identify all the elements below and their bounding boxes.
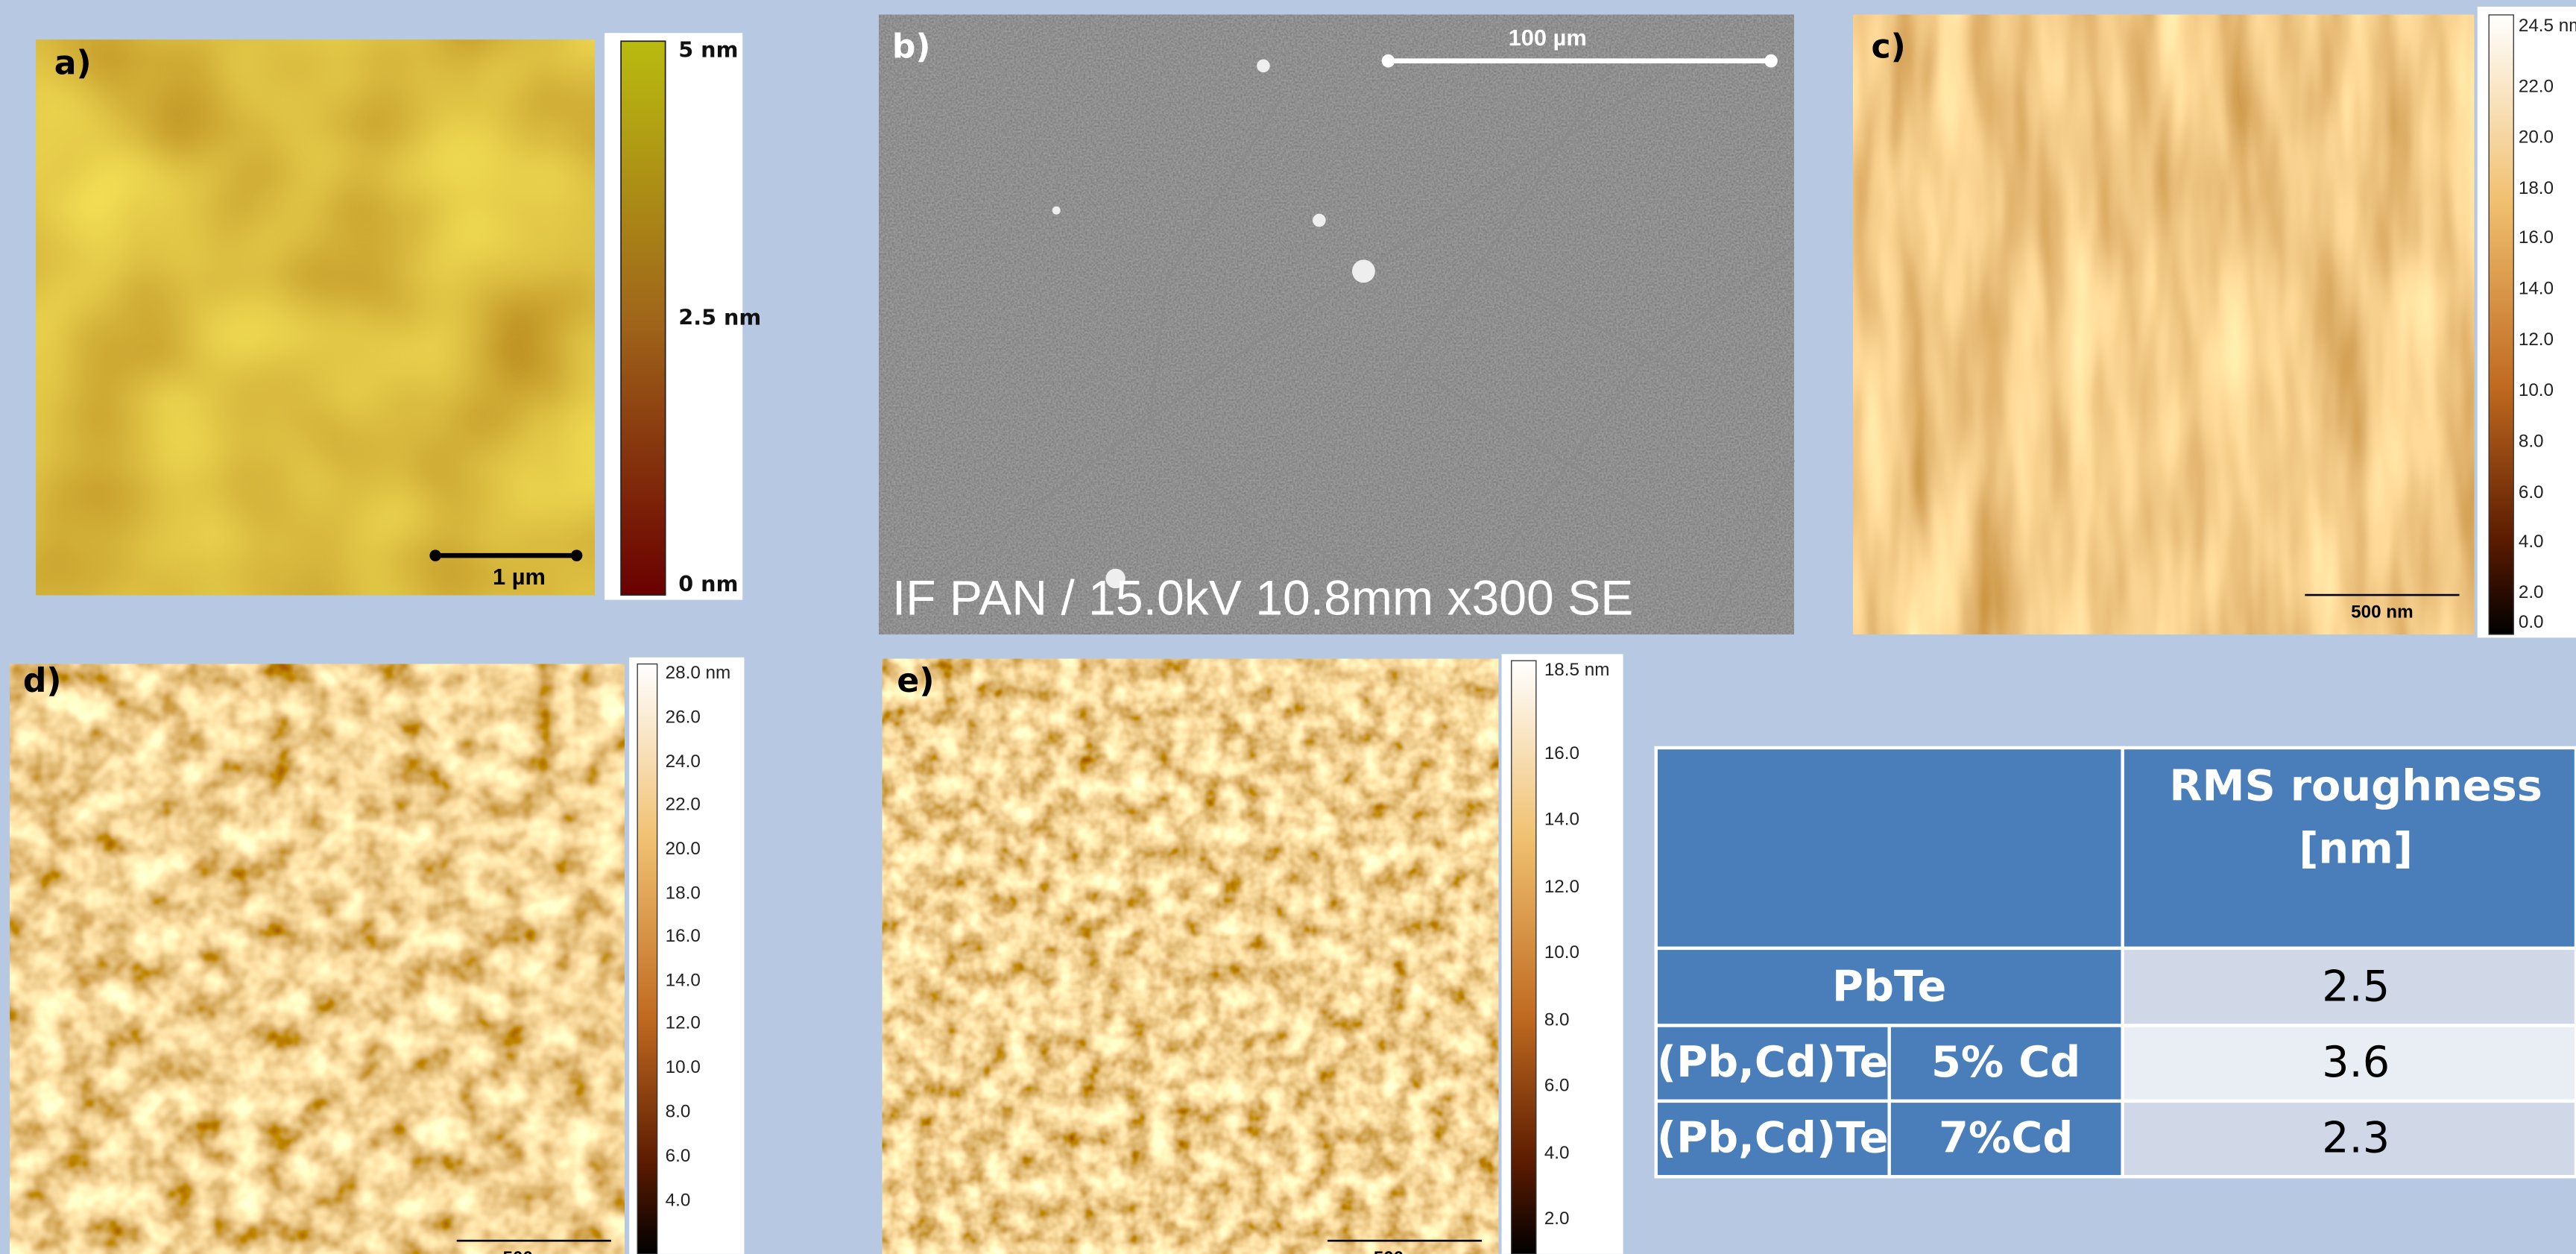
colorbar-label: 16.0 xyxy=(1544,743,1579,763)
scale-bar-label: 500 nm xyxy=(1374,1248,1436,1254)
table-cell-text: (Pb,Cd)Te xyxy=(1657,1037,1889,1087)
colorbar-label: 12.0 xyxy=(666,1013,701,1033)
colorbar-label: 24.0 xyxy=(666,752,701,772)
colorbar-label: 20.0 xyxy=(2519,127,2554,148)
colorbar-label: 0.0 xyxy=(2519,612,2544,632)
colorbar-label: 8.0 xyxy=(666,1102,691,1122)
table-cell-text: 2.3 xyxy=(2322,1112,2390,1162)
table-cell-text: 2.5 xyxy=(2322,962,2390,1012)
panel-label: c) xyxy=(1871,28,1905,66)
panel-label: e) xyxy=(897,662,934,700)
colorbar-label: 28.0 nm xyxy=(666,663,731,683)
scale-bar-label: 100 µm xyxy=(1509,25,1587,51)
colorbar-label: 10.0 xyxy=(666,1057,701,1077)
sem-image xyxy=(879,15,1794,634)
scale-bar-end xyxy=(429,549,441,561)
table-header: RMS roughness xyxy=(2169,761,2542,811)
colorbar-label: 18.0 xyxy=(2519,178,2554,198)
scale-bar-end xyxy=(1764,54,1778,68)
panel-label: a) xyxy=(54,44,92,82)
colorbar-label: 12.0 xyxy=(1544,877,1579,897)
table-cell-text: 3.6 xyxy=(2322,1037,2390,1087)
colorbar-label: 16.0 xyxy=(2519,227,2554,248)
table-cell-text: 7%Cd xyxy=(1939,1112,2073,1162)
colorbar-label: 20.0 xyxy=(666,839,701,859)
colorbar-label: 6.0 xyxy=(666,1146,691,1166)
colorbar-label: 18.5 nm xyxy=(1544,660,1610,680)
colorbar-label: 10.0 xyxy=(1544,942,1579,962)
colorbar-label: 4.0 xyxy=(2519,532,2544,552)
afm-image xyxy=(10,664,624,1254)
colorbar xyxy=(637,664,657,1254)
afm-image xyxy=(1853,15,2474,634)
panel-label: b) xyxy=(892,28,931,66)
colorbar-label: 22.0 xyxy=(666,795,701,815)
colorbar-label: 4.0 xyxy=(1544,1143,1570,1163)
scale-bar-end xyxy=(571,549,582,561)
colorbar-label: 2.5 nm xyxy=(678,305,761,330)
colorbar-label: 26.0 xyxy=(666,708,701,728)
scale-bar-label: 500 nm xyxy=(2351,602,2414,623)
colorbar-label: 14.0 xyxy=(1544,809,1579,829)
table-cell-text: (Pb,Cd)Te xyxy=(1657,1112,1889,1162)
colorbar xyxy=(2489,15,2513,634)
table-cell-text: 5% Cd xyxy=(1931,1037,2080,1087)
colorbar-label: 14.0 xyxy=(666,970,701,990)
colorbar-label: 6.0 xyxy=(1544,1075,1570,1095)
colorbar-label: 6.0 xyxy=(2519,482,2544,502)
colorbar-label: 8.0 xyxy=(2519,431,2544,451)
colorbar-label: 0 nm xyxy=(678,571,738,596)
colorbar-label: 12.0 xyxy=(2519,330,2554,350)
colorbar-label: 22.0 xyxy=(2519,76,2554,96)
colorbar xyxy=(621,41,666,595)
afm-image xyxy=(36,40,594,595)
colorbar-label: 2.0 xyxy=(1544,1209,1570,1229)
colorbar-label: 8.0 xyxy=(1544,1009,1570,1030)
table-cell-text: PbTe xyxy=(1832,962,1946,1012)
table-cell xyxy=(1656,748,2123,948)
colorbar-label: 14.0 xyxy=(2519,278,2554,298)
scale-bar-label: 1 µm xyxy=(493,564,546,590)
colorbar-label: 10.0 xyxy=(2519,380,2554,400)
colorbar-label: 18.0 xyxy=(666,883,701,904)
afm-image xyxy=(883,659,1499,1254)
colorbar-label: 4.0 xyxy=(666,1191,691,1211)
sem-caption: IF PAN / 15.0kV 10.8mm x300 SE xyxy=(892,570,1634,626)
colorbar-label: 16.0 xyxy=(666,926,701,946)
page: {"panels": [ {"label": "a)", "scale_bar"… xyxy=(0,0,2576,1254)
colorbar-label: 2.0 xyxy=(2519,582,2544,602)
figure: RMS roughness [nm] PbTe 2.5 (Pb,Cd)Te 5%… xyxy=(0,0,2576,1254)
colorbar xyxy=(1512,661,1536,1254)
colorbar-label: 24.5 nm xyxy=(2519,16,2576,36)
colorbar-label: 5 nm xyxy=(678,37,738,62)
scale-bar-label: 500 nm xyxy=(503,1248,566,1254)
table-header: [nm] xyxy=(2299,823,2413,873)
panel-label: d) xyxy=(23,662,62,700)
scale-bar-end xyxy=(1382,54,1395,68)
